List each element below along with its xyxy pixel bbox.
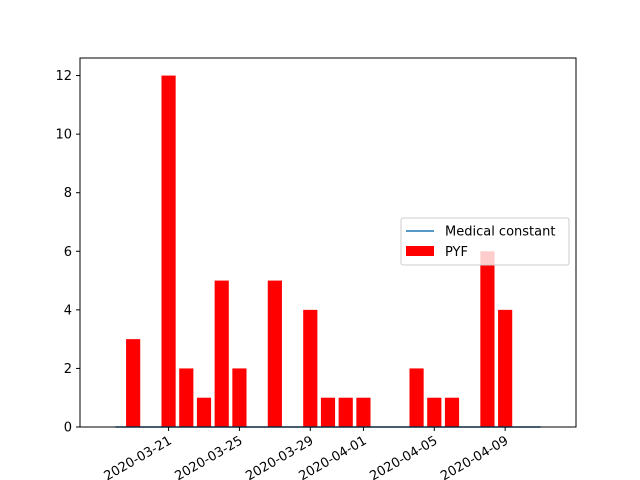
legend: Medical constant PYF — [400, 217, 570, 266]
bar-2020-04-08 — [480, 251, 495, 427]
legend-label: Medical constant — [445, 225, 555, 240]
bar-2020-03-29 — [303, 309, 318, 427]
x-tick-label: 2020-03-25 — [172, 433, 245, 480]
bar-2020-03-31 — [338, 397, 353, 427]
bar-2020-04-06 — [444, 397, 460, 427]
bar-2020-04-04 — [409, 368, 424, 427]
bar-2020-03-21 — [161, 75, 176, 428]
y-tick-label: 6 — [64, 245, 72, 260]
x-tick-label: 2020-03-21 — [102, 433, 175, 480]
bar-2020-03-19 — [126, 339, 141, 427]
plot-frame — [79, 57, 577, 428]
y-tick-label: 0 — [64, 421, 72, 436]
y-tick-label: 2 — [64, 362, 72, 377]
bar-2020-03-27 — [267, 280, 282, 427]
bar-2020-04-05 — [427, 397, 442, 427]
legend-box — [400, 217, 570, 266]
bars-layer — [126, 75, 513, 428]
x-axis: 2020-03-212020-03-252020-03-292020-04-01… — [102, 427, 511, 480]
bar-2020-03-25 — [232, 368, 247, 427]
y-tick-label: 4 — [64, 303, 72, 318]
bar-2020-03-30 — [320, 397, 336, 427]
y-tick-label: 12 — [55, 69, 72, 84]
legend-label: PYF — [445, 245, 468, 260]
bar-2020-03-23 — [196, 397, 212, 427]
y-tick-label: 10 — [55, 128, 72, 143]
x-tick-label: 2020-04-05 — [367, 433, 440, 480]
x-tick-label: 2020-04-09 — [438, 433, 511, 480]
bar-2020-04-09 — [498, 309, 513, 427]
bar-2020-03-22 — [179, 368, 194, 427]
y-tick-label: 8 — [64, 186, 72, 201]
bar-2020-04-01 — [356, 397, 371, 427]
legend-bar-swatch — [406, 246, 434, 256]
y-axis: 0 2 4 6 8 10 12 — [55, 69, 80, 436]
bar-2020-03-24 — [214, 280, 229, 427]
